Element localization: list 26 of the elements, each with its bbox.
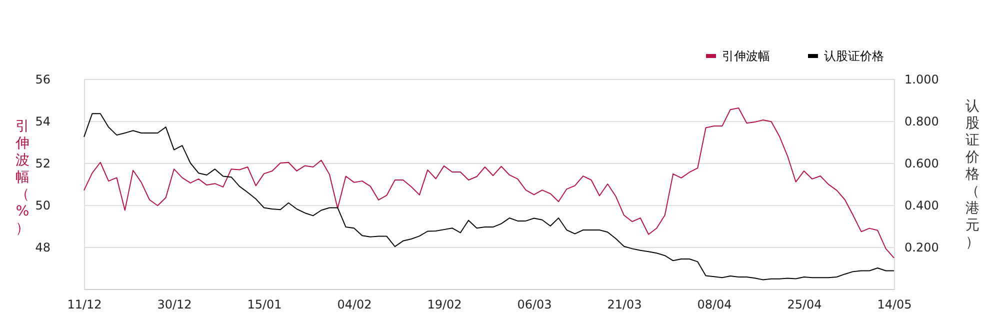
y-tick-label: 52 xyxy=(35,156,50,170)
y2-tick-label: 0.800 xyxy=(904,114,939,128)
x-tick-label: 15/01 xyxy=(247,298,282,312)
x-tick-label: 25/04 xyxy=(787,298,822,312)
line-series xyxy=(84,113,894,280)
y2-tick-label: 0.200 xyxy=(904,240,939,254)
x-tick-label: 06/03 xyxy=(517,298,552,312)
line-series xyxy=(84,107,894,258)
x-tick-label: 11/12 xyxy=(67,298,102,312)
x-tick-label: 30/12 xyxy=(157,298,192,312)
legend-label: 认股证价格 xyxy=(824,49,884,63)
y2-tick-label: 0.400 xyxy=(904,198,939,212)
x-tick-label: 19/02 xyxy=(427,298,462,312)
y-axis-title: 引伸波幅（%） xyxy=(14,118,30,236)
x-tick-label: 14/05 xyxy=(877,298,912,312)
y-tick-label: 50 xyxy=(35,198,50,212)
x-tick-label: 04/02 xyxy=(337,298,372,312)
x-tick-label: 08/04 xyxy=(697,298,732,312)
y-tick-label: 56 xyxy=(35,72,50,86)
legend-label: 引伸波幅 xyxy=(722,49,770,63)
text: 认股证价格（港元） xyxy=(966,98,980,250)
x-tick-label: 21/03 xyxy=(607,298,642,312)
y2-tick-label: 1.000 xyxy=(904,72,939,86)
y-tick-label: 48 xyxy=(35,240,50,254)
y-tick-label: 54 xyxy=(35,114,50,128)
y2-tick-label: 0.600 xyxy=(904,156,939,170)
